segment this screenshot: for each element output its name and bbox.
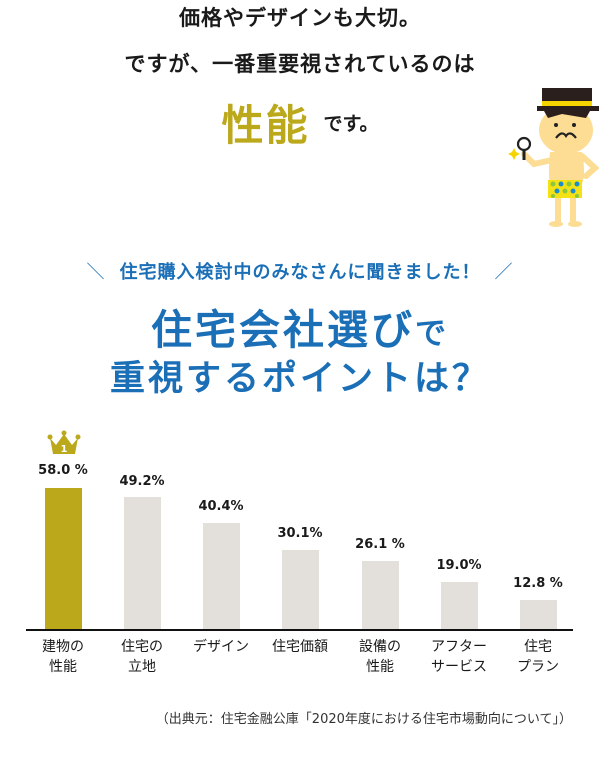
- category-label: アフター サービス: [431, 639, 487, 675]
- category-label: 住宅 プラン: [517, 639, 559, 675]
- source-citation: （出典元：住宅金融公庫「2020年度における住宅市場動向について」）: [155, 712, 572, 727]
- chart-title-main: 住宅会社選び: [151, 306, 415, 354]
- bar-building-performance: [45, 488, 82, 629]
- category-label: 設備の 性能: [359, 639, 401, 675]
- bar-value-label: 19.0%: [436, 558, 482, 573]
- mascot-detective-illustration: [508, 88, 600, 227]
- intro-suffix: です。: [323, 113, 379, 135]
- category-label: デザイン: [193, 639, 249, 655]
- bar-location: [124, 497, 161, 629]
- bar-house-price: [282, 550, 319, 629]
- bar-value-label: 58.0 %: [38, 463, 88, 478]
- bar-design: [203, 523, 240, 629]
- category-label: 住宅価額: [272, 639, 328, 655]
- chart-title-particle: で: [415, 316, 449, 352]
- highlight-performance: 性能: [221, 101, 310, 150]
- bar-value-label: 49.2%: [119, 474, 165, 489]
- chart-baseline: [26, 629, 573, 631]
- bar-value-label: 30.1%: [277, 526, 323, 541]
- bar-after-service: [441, 582, 478, 629]
- chart-title-line-1: 住宅会社選びで: [0, 296, 600, 356]
- bar-value-label: 40.4%: [198, 499, 244, 514]
- bar-house-plan: [520, 600, 557, 629]
- intro-line-1: 価格やデザインも大切。: [179, 6, 421, 30]
- category-label: 建物の 性能: [42, 639, 84, 675]
- survey-subtitle: ＼ 住宅購入検討中のみなさんに聞きました！ ／: [0, 258, 600, 284]
- bar-value-label: 26.1 %: [355, 537, 405, 552]
- crown-rank-1-icon: 1: [47, 430, 81, 455]
- bar-equipment-performance: [362, 561, 399, 629]
- svg-text:1: 1: [61, 444, 68, 455]
- intro-line-3: 性能 です。: [0, 92, 600, 153]
- intro-line-2: ですが、一番重要視されているのは: [124, 52, 476, 76]
- survey-subtitle-text: 住宅購入検討中のみなさんに聞きました！: [119, 262, 481, 283]
- slash-right-decoration: ／: [494, 262, 514, 283]
- slash-left-decoration: ＼: [86, 262, 106, 283]
- category-label: 住宅の 立地: [121, 639, 163, 675]
- bar-value-label: 12.8 %: [513, 576, 563, 591]
- chart-title-line-2: 重視するポイントは？: [109, 359, 490, 399]
